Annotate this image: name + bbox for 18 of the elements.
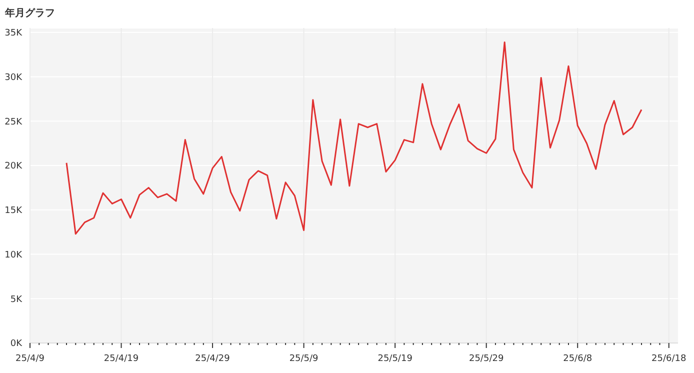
y-tick-label: 15K	[4, 206, 24, 216]
x-tick-label: 25/4/29	[195, 354, 230, 364]
x-tick-label: 25/6/8	[563, 354, 592, 364]
y-tick-label: 20K	[4, 162, 24, 172]
x-tick-label: 25/4/9	[16, 354, 45, 364]
y-tick-label: 10K	[4, 250, 24, 260]
x-tick-label: 25/4/19	[104, 354, 139, 364]
x-tick-label: 25/5/19	[378, 354, 413, 364]
x-tick-label: 25/6/18	[652, 354, 686, 364]
x-tick-label: 25/5/29	[468, 354, 504, 364]
y-tick-label: 30K	[4, 73, 24, 83]
y-tick-label: 5K	[10, 294, 24, 305]
y-tick-label: 0K	[10, 339, 24, 350]
y-tick-label: 35K	[4, 28, 24, 39]
line-series	[66, 41, 642, 235]
x-tick-label: 25/5/9	[289, 354, 319, 364]
y-tick-label: 25K	[4, 117, 24, 128]
chart-title: 年月グラフ	[5, 6, 55, 20]
